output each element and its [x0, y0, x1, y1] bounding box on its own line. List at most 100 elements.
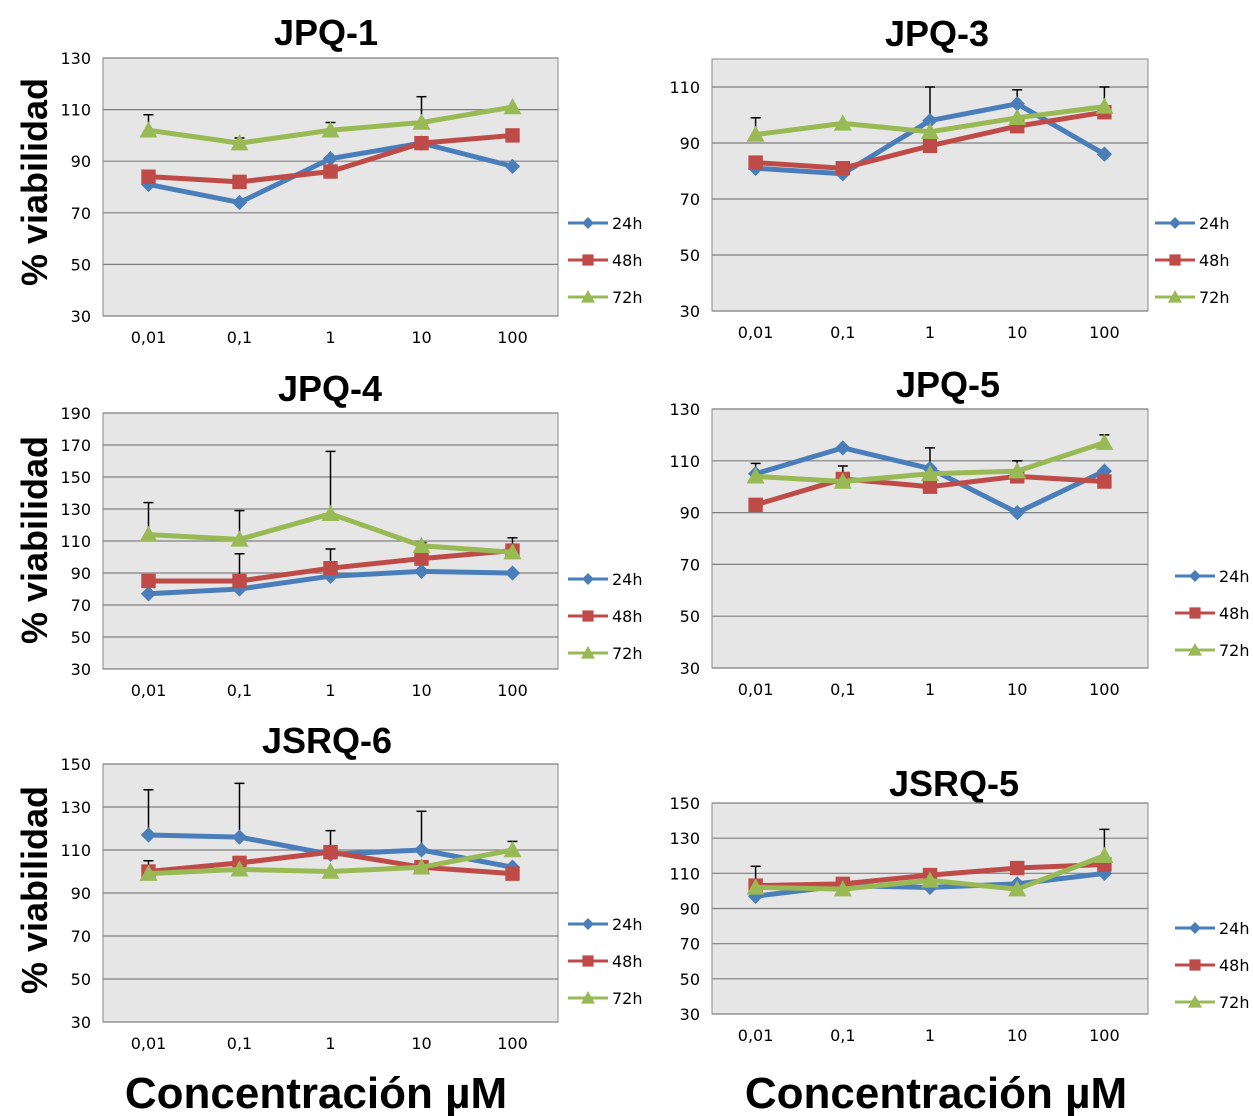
data-point-24h: [413, 842, 430, 858]
x-tick-label: 0,01: [738, 323, 774, 342]
x-tick-label: 0,1: [830, 323, 855, 342]
legend-marker-48h: [1189, 607, 1201, 619]
data-point-24h: [322, 568, 339, 584]
legend-label-48h: 48h: [1219, 604, 1250, 623]
chart-title: JPQ-4: [278, 368, 382, 409]
data-point-72h: [321, 862, 340, 879]
y-tick-label: 90: [71, 152, 91, 171]
data-point-48h: [505, 128, 520, 143]
legend-label-24h: 24h: [612, 915, 643, 934]
legend-marker-48h: [582, 955, 594, 967]
y-tick-label: 30: [71, 307, 91, 326]
data-point-72h: [230, 134, 249, 151]
legend-marker-72h: [581, 646, 595, 659]
y-tick-label: 150: [669, 794, 700, 813]
data-point-48h: [141, 573, 156, 589]
data-point-24h: [231, 829, 248, 845]
x-tick-label: 10: [1007, 680, 1027, 699]
legend-label-72h: 72h: [1219, 641, 1250, 660]
y-tick-label: 110: [669, 452, 700, 471]
x-tick-label: 100: [1089, 323, 1120, 342]
data-point-48h: [835, 161, 850, 176]
legend-label-48h: 48h: [612, 251, 643, 270]
legend-marker-72h: [581, 290, 595, 303]
legend-label-48h: 48h: [1199, 251, 1230, 270]
data-point-72h: [746, 878, 765, 895]
x-tick-label: 1: [325, 1034, 335, 1053]
legend-label-72h: 72h: [612, 644, 643, 663]
y-tick-label: 90: [680, 134, 700, 153]
y-tick-label: 30: [680, 1005, 700, 1024]
legend-marker-24h: [582, 573, 594, 585]
data-point-72h: [833, 472, 852, 489]
y-axis-label-row3: % viabilidad: [14, 786, 55, 994]
legend-label-72h: 72h: [1199, 288, 1230, 307]
legend-marker-72h: [1188, 643, 1202, 656]
chart-title: JPQ-5: [896, 364, 1000, 405]
y-tick-label: 70: [71, 596, 91, 615]
y-tick-label: 50: [680, 970, 700, 989]
x-tick-label: 0,01: [738, 1026, 774, 1045]
data-point-24h: [140, 586, 157, 602]
y-tick-label: 110: [669, 78, 700, 97]
x-tick-label: 1: [325, 681, 335, 700]
y-tick-label: 50: [71, 628, 91, 647]
data-point-72h: [139, 525, 158, 542]
y-tick-label: 70: [680, 555, 700, 574]
data-point-48h: [414, 551, 429, 566]
data-point-72h: [1095, 433, 1114, 450]
y-tick-label: 130: [669, 400, 700, 419]
x-tick-label: 1: [925, 1026, 935, 1045]
data-point-72h: [746, 467, 765, 484]
legend-marker-72h: [581, 991, 595, 1004]
y-tick-label: 90: [71, 564, 91, 583]
y-tick-label: 110: [60, 101, 91, 120]
data-point-72h: [139, 121, 158, 138]
data-point-48h: [414, 135, 429, 151]
y-tick-label: 70: [71, 204, 91, 223]
y-tick-label: 130: [60, 500, 91, 519]
x-tick-label: 0,1: [830, 1026, 855, 1045]
data-point-72h: [1008, 880, 1027, 897]
y-tick-label: 90: [680, 504, 700, 523]
y-tick-label: 30: [71, 660, 91, 679]
data-point-72h: [1095, 846, 1114, 863]
y-tick-label: 30: [680, 302, 700, 321]
x-tick-label: 0,1: [227, 1034, 252, 1053]
data-point-72h: [503, 841, 522, 858]
data-point-72h: [321, 504, 340, 521]
legend-marker-24h: [1189, 570, 1201, 582]
data-point-72h: [1008, 108, 1027, 125]
legend-label-24h: 24h: [1219, 919, 1250, 938]
y-tick-label: 130: [60, 49, 91, 68]
legend-marker-72h: [1168, 290, 1182, 303]
data-point-48h: [748, 497, 763, 513]
plot-area: [102, 57, 559, 317]
legend-label-48h: 48h: [612, 952, 643, 971]
data-point-24h: [413, 563, 430, 580]
x-tick-label: 100: [497, 328, 528, 347]
y-tick-label: 70: [680, 935, 700, 954]
data-point-48h: [232, 174, 247, 190]
y-tick-label: 130: [60, 798, 91, 817]
x-tick-label: 100: [497, 1034, 528, 1053]
data-point-24h: [1096, 463, 1113, 479]
y-tick-label: 150: [60, 755, 91, 774]
y-tick-label: 70: [680, 190, 700, 209]
chart-title: JSRQ-5: [889, 763, 1019, 804]
data-point-72h: [746, 125, 765, 142]
data-point-72h: [921, 122, 939, 139]
x-axis-label-left: Concentración µM: [125, 1069, 507, 1116]
data-point-48h: [1097, 474, 1112, 489]
data-point-24h: [922, 112, 938, 129]
data-point-72h: [412, 858, 431, 875]
data-point-72h: [412, 113, 431, 130]
y-axis-label-row1: % viabilidad: [14, 78, 55, 286]
data-point-24h: [504, 158, 521, 175]
x-tick-label: 0,01: [131, 328, 167, 347]
data-point-48h: [323, 561, 338, 576]
data-point-72h: [1095, 97, 1114, 114]
